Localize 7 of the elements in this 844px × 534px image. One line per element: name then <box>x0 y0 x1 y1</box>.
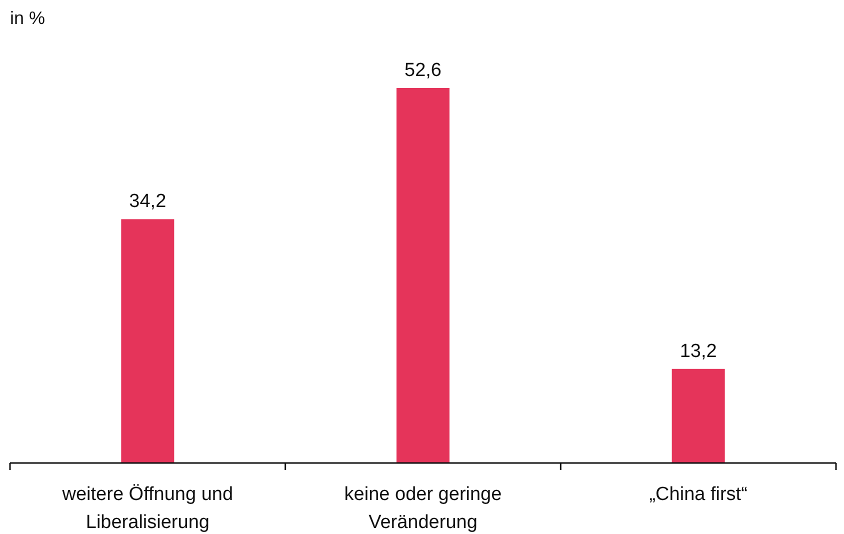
y-axis-title: in % <box>10 8 46 28</box>
x-tick-label: keine oder geringe Veränderung <box>344 484 502 533</box>
data-label: 13,2 <box>680 340 717 362</box>
x-tick-label: weitere Öffnung und Liberalisierung <box>61 484 234 533</box>
data-label: 34,2 <box>129 191 166 212</box>
x-tick-label: „China first“ <box>649 484 748 505</box>
data-label: 52,6 <box>404 60 442 81</box>
